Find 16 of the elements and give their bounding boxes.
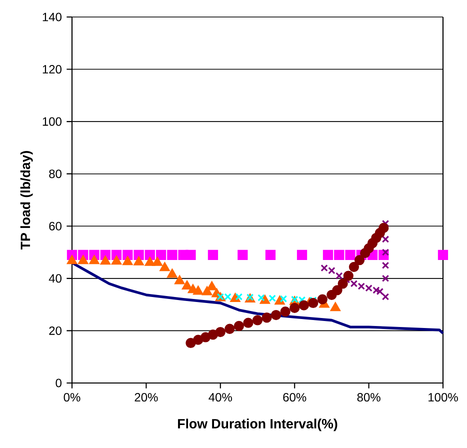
x-tick-label: 20% <box>134 393 158 402</box>
y-tick-label: 100 <box>42 117 62 126</box>
x-axis-title: Flow Duration Interval(%) <box>178 418 338 432</box>
y-tick-label: 40 <box>48 274 62 283</box>
y-tick-label: 20 <box>49 326 62 335</box>
y-axis-title: TP load (lb/day) <box>20 151 33 250</box>
y-tick-label: 60 <box>49 222 62 230</box>
y-tick-label: 140 <box>42 12 62 22</box>
y-tick-label: 0 <box>56 378 62 388</box>
y-tick-label: 80 <box>49 170 62 178</box>
y-tick-label: 120 <box>42 65 62 74</box>
x-tick-label: 0% <box>64 393 80 402</box>
x-tick-label: 80% <box>357 393 380 402</box>
x-tick-label: 60% <box>283 393 306 402</box>
x-tick-label: 100% <box>428 393 458 402</box>
x-tick-label: 40% <box>208 393 232 402</box>
